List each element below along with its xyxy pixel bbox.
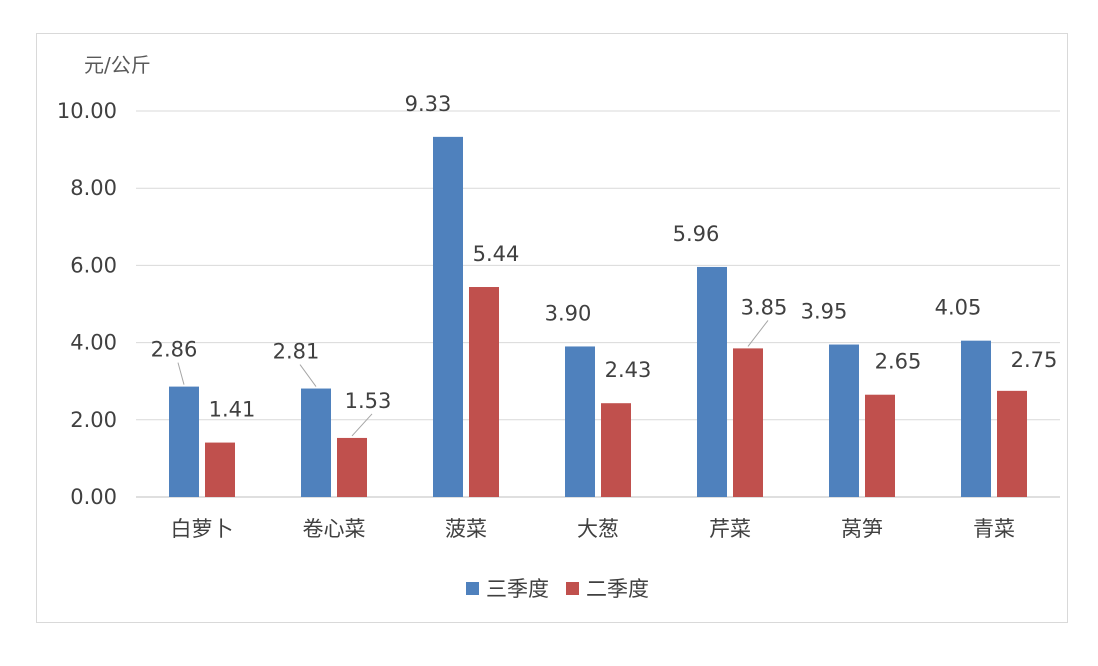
data-label: 3.95 <box>801 300 848 324</box>
bar-q2 <box>865 394 895 497</box>
bar-q2 <box>733 348 763 497</box>
bar-q3 <box>433 136 463 497</box>
leader-lines <box>177 320 769 437</box>
data-label: 2.81 <box>273 340 320 364</box>
legend-label: 三季度 <box>486 577 549 601</box>
bar-q2 <box>997 390 1027 497</box>
y-tick-label: 10.00 <box>57 99 117 123</box>
bar-q3 <box>169 386 199 497</box>
unit-label: 元/公斤 <box>84 53 151 77</box>
bar-q2 <box>337 437 367 497</box>
data-label: 3.90 <box>545 301 592 325</box>
category-label: 白萝卜 <box>171 517 234 541</box>
category-label: 卷心菜 <box>303 517 366 541</box>
bars <box>169 136 1027 497</box>
bar-q2 <box>601 403 631 497</box>
leader-line <box>177 362 185 385</box>
category-label: 莴笋 <box>841 517 883 541</box>
gridlines <box>136 110 1060 498</box>
data-label: 1.41 <box>209 398 256 422</box>
chart-frame <box>36 33 1068 623</box>
legend-label: 二季度 <box>586 577 649 601</box>
legend-swatch <box>566 582 579 595</box>
category-label: 芹菜 <box>709 517 751 541</box>
data-labels: 2.86 1.41 2.81 1.53 9.33 5.44 3.90 2.43 5.96 3.85… <box>151 92 1058 422</box>
data-label: 4.05 <box>935 296 982 320</box>
y-tick-label: 4.00 <box>70 331 117 355</box>
y-tick-label: 8.00 <box>70 176 117 200</box>
y-tick-label: 6.00 <box>70 253 117 277</box>
y-tick-label: 2.00 <box>70 408 117 432</box>
y-tick-label: 0.00 <box>70 485 117 509</box>
data-label: 5.44 <box>473 242 520 266</box>
bar-q2 <box>205 442 235 497</box>
bar-q3 <box>565 346 595 497</box>
data-label: 1.53 <box>345 389 392 413</box>
bar-q3 <box>829 344 859 497</box>
bar-q2 <box>469 287 499 497</box>
leader-line <box>299 364 317 387</box>
data-label: 5.96 <box>673 222 720 246</box>
data-label: 3.85 <box>741 295 788 319</box>
bar-q3 <box>697 266 727 497</box>
data-label: 2.65 <box>875 350 922 374</box>
bar-q3 <box>961 340 991 497</box>
data-label: 9.33 <box>405 92 452 116</box>
bar-q3 <box>301 388 331 497</box>
leader-line <box>351 413 373 437</box>
legend-swatch <box>466 582 479 595</box>
category-label: 菠菜 <box>445 517 487 541</box>
data-label: 2.75 <box>1011 348 1058 372</box>
legend: 三季度 二季度 <box>466 577 649 601</box>
data-label: 2.86 <box>151 338 198 362</box>
category-labels: 白萝卜 卷心菜 菠菜 大葱 芹菜 莴笋 青菜 <box>171 517 1016 541</box>
leader-line <box>747 320 769 347</box>
y-axis-ticks: 0.00 2.00 4.00 6.00 8.00 10.00 <box>57 99 117 509</box>
category-label: 青菜 <box>973 517 1015 541</box>
category-label: 大葱 <box>577 517 619 541</box>
data-label: 2.43 <box>605 358 652 382</box>
